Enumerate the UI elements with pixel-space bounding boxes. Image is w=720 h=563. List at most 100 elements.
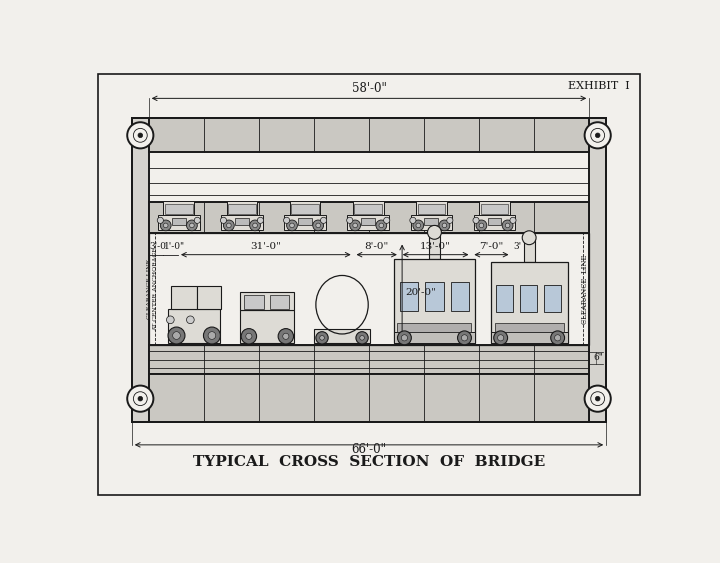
Circle shape — [439, 220, 450, 231]
Circle shape — [278, 329, 294, 344]
Circle shape — [413, 220, 423, 231]
Bar — [397, 323, 472, 332]
Bar — [481, 204, 508, 214]
Circle shape — [397, 331, 411, 345]
Circle shape — [127, 122, 153, 149]
Bar — [425, 218, 438, 225]
Text: TYPICAL  CROSS  SECTION  OF  BRIDGE: TYPICAL CROSS SECTION OF BRIDGE — [193, 455, 545, 469]
Text: 66'-0": 66'-0" — [351, 443, 387, 455]
Circle shape — [320, 217, 327, 224]
Bar — [221, 215, 263, 230]
Bar — [523, 239, 534, 262]
Text: 20'-0": 20'-0" — [405, 288, 436, 297]
Circle shape — [127, 386, 153, 412]
Circle shape — [510, 217, 516, 224]
Circle shape — [447, 217, 453, 224]
Bar — [495, 323, 564, 332]
Bar — [416, 201, 447, 215]
Circle shape — [479, 223, 484, 227]
Bar — [589, 118, 606, 422]
Circle shape — [312, 220, 323, 231]
Bar — [410, 215, 452, 230]
Circle shape — [253, 223, 257, 227]
Circle shape — [476, 220, 487, 231]
Bar — [496, 285, 513, 312]
Circle shape — [585, 122, 611, 149]
Bar — [394, 258, 475, 343]
Bar — [291, 204, 319, 214]
Bar — [361, 218, 375, 225]
Circle shape — [138, 396, 143, 401]
Circle shape — [284, 217, 289, 224]
Circle shape — [356, 332, 368, 344]
Circle shape — [498, 335, 504, 341]
Circle shape — [473, 217, 479, 224]
Text: 8'-0": 8'-0" — [364, 242, 389, 251]
Circle shape — [353, 223, 357, 227]
Circle shape — [186, 220, 197, 231]
Circle shape — [250, 220, 261, 231]
Text: 31'-0": 31'-0" — [251, 242, 282, 251]
Bar — [354, 204, 382, 214]
Bar — [244, 295, 264, 309]
Bar — [149, 345, 589, 374]
Circle shape — [428, 225, 441, 239]
Bar — [270, 295, 289, 309]
Bar — [240, 292, 294, 310]
Circle shape — [494, 331, 508, 345]
Text: 1'-0": 1'-0" — [164, 242, 185, 251]
Bar — [227, 201, 257, 215]
Text: CLEARANCE  LINE: CLEARANCE LINE — [581, 254, 590, 324]
Bar — [163, 201, 194, 215]
Circle shape — [173, 332, 180, 339]
Bar — [418, 204, 445, 214]
Circle shape — [376, 220, 387, 231]
Text: 13'-0": 13'-0" — [420, 242, 451, 251]
Bar — [172, 218, 186, 225]
Text: 3': 3' — [513, 242, 521, 251]
Bar — [197, 286, 221, 309]
Bar — [240, 310, 294, 343]
Circle shape — [163, 223, 168, 227]
Circle shape — [166, 316, 174, 324]
Bar — [474, 215, 516, 230]
Circle shape — [241, 329, 256, 344]
Bar — [490, 262, 567, 343]
Bar — [451, 282, 469, 311]
Circle shape — [161, 220, 171, 231]
Circle shape — [316, 332, 328, 344]
Bar — [315, 329, 370, 343]
Bar — [429, 234, 440, 258]
Bar — [289, 201, 320, 215]
Text: 58'-0": 58'-0" — [351, 82, 387, 95]
Circle shape — [503, 220, 513, 231]
Bar — [394, 332, 475, 343]
Bar — [165, 204, 193, 214]
Bar — [490, 332, 567, 343]
Circle shape — [194, 217, 200, 224]
Circle shape — [595, 133, 600, 137]
Bar — [132, 118, 606, 422]
Circle shape — [289, 223, 294, 227]
Bar — [298, 218, 312, 225]
Bar — [400, 282, 418, 311]
Circle shape — [384, 217, 390, 224]
Bar — [544, 285, 561, 312]
Circle shape — [457, 331, 472, 345]
Circle shape — [189, 223, 194, 227]
Bar — [353, 201, 384, 215]
Circle shape — [462, 335, 467, 341]
Circle shape — [168, 327, 185, 344]
Bar — [348, 215, 389, 230]
Bar — [520, 285, 537, 312]
Circle shape — [223, 220, 234, 231]
Circle shape — [208, 332, 216, 339]
Circle shape — [585, 386, 611, 412]
Bar — [487, 218, 501, 225]
Circle shape — [157, 217, 163, 224]
Circle shape — [416, 223, 420, 227]
Bar — [149, 374, 589, 422]
Circle shape — [246, 333, 252, 339]
Text: 3'-0: 3'-0 — [150, 242, 166, 251]
Text: 6": 6" — [594, 352, 603, 361]
